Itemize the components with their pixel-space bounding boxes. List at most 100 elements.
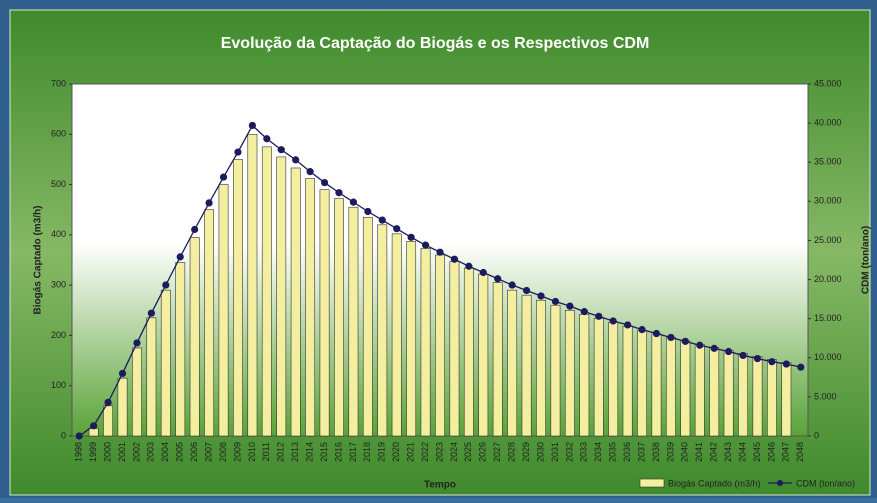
bar — [551, 305, 560, 436]
point — [783, 360, 790, 367]
bar — [233, 159, 242, 436]
y2-tick-label: 20.000 — [814, 274, 842, 284]
point — [422, 242, 429, 249]
point — [278, 146, 285, 153]
y2-tick-label: 25.000 — [814, 235, 842, 245]
x-tick-label: 2033 — [579, 442, 589, 462]
chart: Evolução da Captação do Biogás e os Resp… — [0, 0, 877, 498]
bar — [219, 185, 228, 436]
bar — [580, 314, 589, 436]
x-tick-label: 2002 — [131, 442, 141, 462]
bar — [176, 263, 185, 436]
bar — [609, 322, 618, 436]
x-tick-label: 1998 — [74, 442, 84, 462]
bar — [204, 210, 213, 436]
point — [393, 225, 400, 232]
x-tick-label: 2046 — [766, 442, 776, 462]
bar — [392, 234, 401, 436]
point — [581, 308, 588, 315]
legend-label: Biogás Captado (m3/h) — [668, 478, 761, 488]
x-tick-label: 2008 — [218, 442, 228, 462]
y-tick-label: 700 — [51, 78, 66, 88]
point — [148, 310, 155, 317]
bar — [118, 378, 127, 436]
bar — [349, 207, 358, 436]
x-tick-label: 2020 — [391, 442, 401, 462]
point — [797, 364, 804, 371]
point — [234, 148, 241, 155]
bar — [479, 274, 488, 436]
point — [90, 422, 97, 429]
x-tick-label: 2041 — [694, 442, 704, 462]
point — [321, 179, 328, 186]
x-tick-label: 2007 — [203, 442, 213, 462]
x-tick-label: 2017 — [348, 442, 358, 462]
bar — [565, 310, 574, 436]
x-axis-label: Tempo — [424, 480, 456, 491]
point — [335, 189, 342, 196]
point — [364, 208, 371, 215]
y-tick-label: 200 — [51, 330, 66, 340]
point — [537, 292, 544, 299]
bar — [681, 341, 690, 436]
x-tick-label: 2000 — [102, 442, 112, 462]
y-tick-label: 500 — [51, 179, 66, 189]
x-tick-label: 2026 — [478, 442, 488, 462]
bar — [378, 225, 387, 436]
x-tick-label: 1999 — [88, 442, 98, 462]
x-tick-label: 2043 — [723, 442, 733, 462]
y-tick-label: 100 — [51, 380, 66, 390]
point — [249, 122, 256, 129]
point — [350, 199, 357, 206]
point — [682, 338, 689, 345]
point — [552, 298, 559, 305]
bar — [695, 344, 704, 436]
y-tick-label: 300 — [51, 280, 66, 290]
bar — [623, 326, 632, 436]
point — [177, 253, 184, 260]
bar — [594, 318, 603, 436]
point — [162, 281, 169, 288]
bar — [161, 290, 170, 436]
bar — [421, 248, 430, 436]
x-tick-label: 2025 — [463, 442, 473, 462]
x-tick-label: 2019 — [377, 442, 387, 462]
x-tick-label: 2045 — [752, 442, 762, 462]
point — [667, 334, 674, 341]
bar — [305, 179, 314, 436]
x-tick-label: 2038 — [651, 442, 661, 462]
x-tick-label: 2035 — [608, 442, 618, 462]
y-tick-label: 600 — [51, 129, 66, 139]
point — [711, 345, 718, 352]
point — [292, 156, 299, 163]
bar — [277, 157, 286, 436]
bar — [248, 134, 257, 436]
point — [696, 342, 703, 349]
x-tick-label: 2030 — [535, 442, 545, 462]
x-tick-label: 2022 — [420, 442, 430, 462]
point — [638, 326, 645, 333]
point — [379, 217, 386, 224]
x-tick-label: 2012 — [276, 442, 286, 462]
bar — [724, 351, 733, 436]
x-tick-label: 2004 — [160, 442, 170, 462]
x-tick-label: 2036 — [622, 442, 632, 462]
bar — [464, 268, 473, 436]
x-tick-label: 2037 — [636, 442, 646, 462]
x-tick-label: 2032 — [564, 442, 574, 462]
y2-tick-label: 35.000 — [814, 157, 842, 167]
x-tick-label: 2018 — [362, 442, 372, 462]
bar — [493, 283, 502, 436]
point — [263, 135, 270, 142]
bar — [132, 348, 141, 436]
x-tick-label: 2027 — [492, 442, 502, 462]
bar — [508, 290, 517, 436]
bar — [637, 330, 646, 436]
y2-tick-label: 5.000 — [814, 391, 837, 401]
y2-tick-label: 40.000 — [814, 117, 842, 127]
x-tick-label: 2024 — [449, 442, 459, 462]
point — [119, 370, 126, 377]
x-tick-label: 2005 — [175, 442, 185, 462]
x-tick-label: 2047 — [781, 442, 791, 462]
legend-label: CDM (ton/ano) — [796, 478, 855, 488]
